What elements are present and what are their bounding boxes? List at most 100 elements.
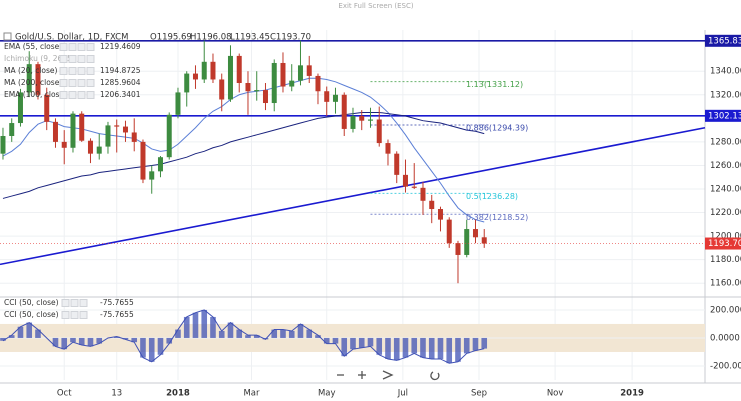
cci-tick-label: 0.0000 xyxy=(710,333,740,343)
indicator-control[interactable] xyxy=(86,43,95,51)
exit-fullscreen[interactable]: Exit Full Screen (ESC) xyxy=(338,2,413,10)
cci-bar xyxy=(341,337,348,357)
cci-bar xyxy=(61,337,68,350)
candle-body xyxy=(52,121,58,142)
cci-bar xyxy=(166,337,173,344)
symbol-title: Gold/U.S. Dollar, 1D, FXCM xyxy=(15,33,128,43)
y-tick-label: 1340.00 xyxy=(710,67,741,77)
indicator-control[interactable] xyxy=(86,79,95,87)
candle-body xyxy=(359,115,365,121)
indicator-name: Ichimoku (9, 26, 52, 26) xyxy=(4,54,94,63)
candle-body xyxy=(70,113,76,148)
candle-body xyxy=(166,114,172,158)
y-tick-label: 1220.00 xyxy=(710,208,741,218)
x-tick-label: Jul xyxy=(397,389,408,399)
candle-body xyxy=(420,187,426,201)
indicator-control[interactable] xyxy=(70,311,79,319)
indicator-control[interactable] xyxy=(79,299,88,307)
cci-bar xyxy=(140,337,146,358)
cci-bar xyxy=(376,337,383,355)
candle-body xyxy=(157,157,163,172)
indicator-control[interactable] xyxy=(79,311,88,319)
ohlc-value: H1196.08 xyxy=(190,33,232,43)
indicator-control[interactable] xyxy=(77,67,86,75)
indicator-control[interactable] xyxy=(86,55,95,63)
indicator-control[interactable] xyxy=(77,91,86,99)
candle-body xyxy=(140,141,146,180)
candle-body xyxy=(0,136,6,154)
indicator-control[interactable] xyxy=(68,67,77,75)
cci-name: CCI (50, close) xyxy=(4,298,59,307)
cci-line xyxy=(2,309,485,364)
indicator-control[interactable] xyxy=(86,67,95,75)
indicator-control[interactable] xyxy=(77,79,86,87)
candle-body xyxy=(324,91,330,102)
candle-body xyxy=(411,186,417,188)
cci-bar xyxy=(157,337,164,355)
cci-bar xyxy=(288,330,295,338)
indicator-value: 1285.9604 xyxy=(100,78,141,87)
price-tag xyxy=(705,34,741,47)
candle-body xyxy=(35,64,41,95)
candle-body xyxy=(201,61,207,80)
indicator-control[interactable] xyxy=(68,43,77,51)
fib-label: 0.5(1236.28) xyxy=(466,192,518,201)
indicator-control[interactable] xyxy=(59,79,68,87)
indicator-value: 1219.4609 xyxy=(100,42,141,51)
price-tag-label: 1365.83 xyxy=(708,36,741,46)
cci-bar xyxy=(271,329,278,338)
indicator-control[interactable] xyxy=(61,299,70,307)
cci-bar xyxy=(481,337,488,349)
cci-bar xyxy=(218,330,225,338)
candle-body xyxy=(219,79,225,100)
indicator-name: EMA (55, close) xyxy=(4,42,62,51)
indicator-control[interactable] xyxy=(68,91,77,99)
indicator-control[interactable] xyxy=(70,299,79,307)
cci-bar xyxy=(210,316,216,338)
candle-body xyxy=(262,90,268,104)
indicator-control[interactable] xyxy=(59,67,68,75)
candle-body xyxy=(437,209,443,220)
reset[interactable] xyxy=(430,371,440,381)
scroll-right[interactable] xyxy=(382,370,394,380)
cci-bar xyxy=(227,322,234,338)
indicator-control[interactable] xyxy=(59,55,68,63)
zoom-toolbar xyxy=(337,370,440,381)
indicator-control[interactable] xyxy=(86,91,95,99)
candle-body xyxy=(455,243,461,255)
candle-body xyxy=(175,92,181,115)
cci-bar xyxy=(131,337,138,343)
candle-body xyxy=(79,113,85,141)
candle-body xyxy=(254,90,260,92)
indicator-control[interactable] xyxy=(77,55,86,63)
cci-bar xyxy=(253,335,260,338)
indicator-control[interactable] xyxy=(77,43,86,51)
indicator-control[interactable] xyxy=(59,91,68,99)
candle-body xyxy=(184,73,190,93)
cci-bar xyxy=(192,312,199,338)
candle-body xyxy=(367,119,373,121)
candle-body xyxy=(96,146,102,154)
y-tick-label: 1160.00 xyxy=(710,279,741,289)
indicator-control[interactable] xyxy=(61,311,70,319)
indicator-value: 1194.8725 xyxy=(100,66,141,75)
candle-body xyxy=(464,229,470,255)
cci-value: -75.7655 xyxy=(100,310,134,319)
indicator-control[interactable] xyxy=(68,79,77,87)
cci-tick-label: 200.0000 xyxy=(710,305,741,315)
indicator-control[interactable] xyxy=(68,55,77,63)
ohlc-value: O1195.69 xyxy=(150,33,192,43)
cci-bar xyxy=(420,337,426,358)
candle-body xyxy=(306,65,312,76)
cci-bar xyxy=(122,337,129,340)
price-tag xyxy=(705,237,741,250)
candle-body xyxy=(376,119,382,144)
cci-bar xyxy=(472,337,479,351)
cci-bar xyxy=(175,329,181,338)
indicator-control[interactable] xyxy=(59,43,68,51)
candle-body xyxy=(44,94,50,122)
cci-bar xyxy=(358,337,365,348)
ohlc-value: L1193.45 xyxy=(230,33,270,43)
cci-bar xyxy=(446,337,453,364)
x-tick-label: May xyxy=(318,389,336,399)
